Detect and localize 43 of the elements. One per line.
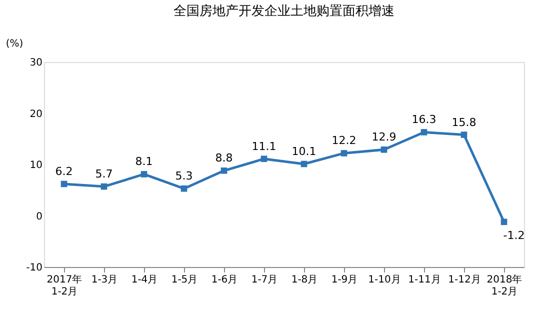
data-label: 16.3	[412, 113, 436, 126]
x-tick-label: 1-5月	[171, 274, 198, 286]
data-label: 12.2	[332, 134, 356, 148]
data-label: 8.8	[215, 152, 233, 165]
point	[500, 218, 508, 226]
point	[60, 180, 68, 188]
y-axis-title: (%)	[6, 38, 24, 50]
x-tick-label: 1-9月	[331, 274, 358, 286]
point	[340, 150, 348, 156]
data-label: 6.2	[55, 164, 73, 178]
point	[460, 132, 468, 138]
point	[420, 129, 428, 136]
data-label: 10.1	[292, 144, 316, 158]
x-tick-label: 2017年 1-2月	[46, 274, 82, 298]
y-tick-label: 20	[30, 108, 42, 120]
data-label: 5.7	[95, 168, 113, 181]
point	[100, 183, 108, 190]
y-tick-label: -10	[26, 262, 42, 274]
x-tick-label: 1-7月	[251, 274, 278, 286]
point	[140, 171, 148, 178]
point	[260, 156, 268, 162]
data-label: -1.2	[503, 228, 525, 242]
x-tick-label: 1-10月	[368, 274, 401, 286]
point	[180, 185, 188, 192]
data-label: 11.1	[252, 140, 276, 153]
point	[220, 167, 228, 174]
y-tick-label: 10	[30, 160, 42, 171]
point	[380, 146, 388, 153]
x-tick-label: 1-12月	[448, 274, 481, 286]
x-tick-label: 1-3月	[91, 274, 118, 286]
y-tick-label: 0	[36, 211, 42, 222]
data-label: 12.9	[372, 130, 396, 144]
x-tick-label: 2018年 1-2月	[486, 274, 522, 298]
data-label: 15.8	[452, 116, 476, 129]
chart-title: 全国房地产开发企业土地购置面积增速	[174, 3, 394, 19]
x-tick-label: 1-11月	[408, 274, 441, 286]
x-tick-label: 1-4月	[131, 274, 158, 286]
point	[300, 160, 308, 168]
data-label: 8.1	[135, 155, 153, 168]
x-tick-label: 1-6月	[211, 274, 238, 286]
y-tick-label: 30	[30, 58, 42, 68]
data-label: 5.3	[175, 170, 193, 183]
x-tick-label: 1-8月	[291, 274, 318, 286]
